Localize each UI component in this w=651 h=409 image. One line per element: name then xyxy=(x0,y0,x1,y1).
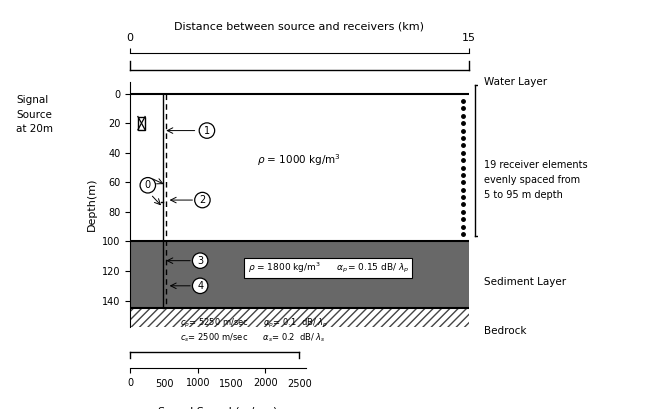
Bar xyxy=(130,94,469,241)
Text: 1500: 1500 xyxy=(219,379,244,389)
Text: Signal
Source
at 20m: Signal Source at 20m xyxy=(16,95,53,134)
Text: 500: 500 xyxy=(155,379,173,389)
Text: 19 receiver elements
evenly spaced from
5 to 95 m depth: 19 receiver elements evenly spaced from … xyxy=(484,160,588,200)
Text: Bedrock: Bedrock xyxy=(484,326,527,336)
X-axis label: Distance between source and receivers (km): Distance between source and receivers (k… xyxy=(174,21,424,31)
Bar xyxy=(138,117,145,130)
Text: Water Layer: Water Layer xyxy=(484,77,547,87)
Text: 3: 3 xyxy=(197,256,203,266)
Bar xyxy=(130,308,469,330)
X-axis label: Sound Speed (m/sec): Sound Speed (m/sec) xyxy=(158,407,278,409)
Text: 1: 1 xyxy=(204,126,210,136)
Text: $\rho$ = 1800 kg/m$^3$      $\alpha_p$= 0.15 dB/ $\lambda_p$: $\rho$ = 1800 kg/m$^3$ $\alpha_p$= 0.15 … xyxy=(247,261,409,275)
Y-axis label: Depth(m): Depth(m) xyxy=(87,178,96,231)
Text: Sediment Layer: Sediment Layer xyxy=(484,277,566,287)
Text: $\rho$ = 1000 kg/m$^3$: $\rho$ = 1000 kg/m$^3$ xyxy=(258,152,341,168)
Text: $c_p$= 5250 m/sec      $\alpha_p$= 0.1  dB/ $\lambda_p$
$c_s$= 2500 m/sec      $: $c_p$= 5250 m/sec $\alpha_p$= 0.1 dB/ $\… xyxy=(180,317,328,344)
Text: 2500: 2500 xyxy=(287,379,312,389)
Text: 2: 2 xyxy=(199,195,206,205)
Text: 4: 4 xyxy=(197,281,203,291)
Bar xyxy=(130,241,469,308)
Text: 0: 0 xyxy=(145,180,151,190)
